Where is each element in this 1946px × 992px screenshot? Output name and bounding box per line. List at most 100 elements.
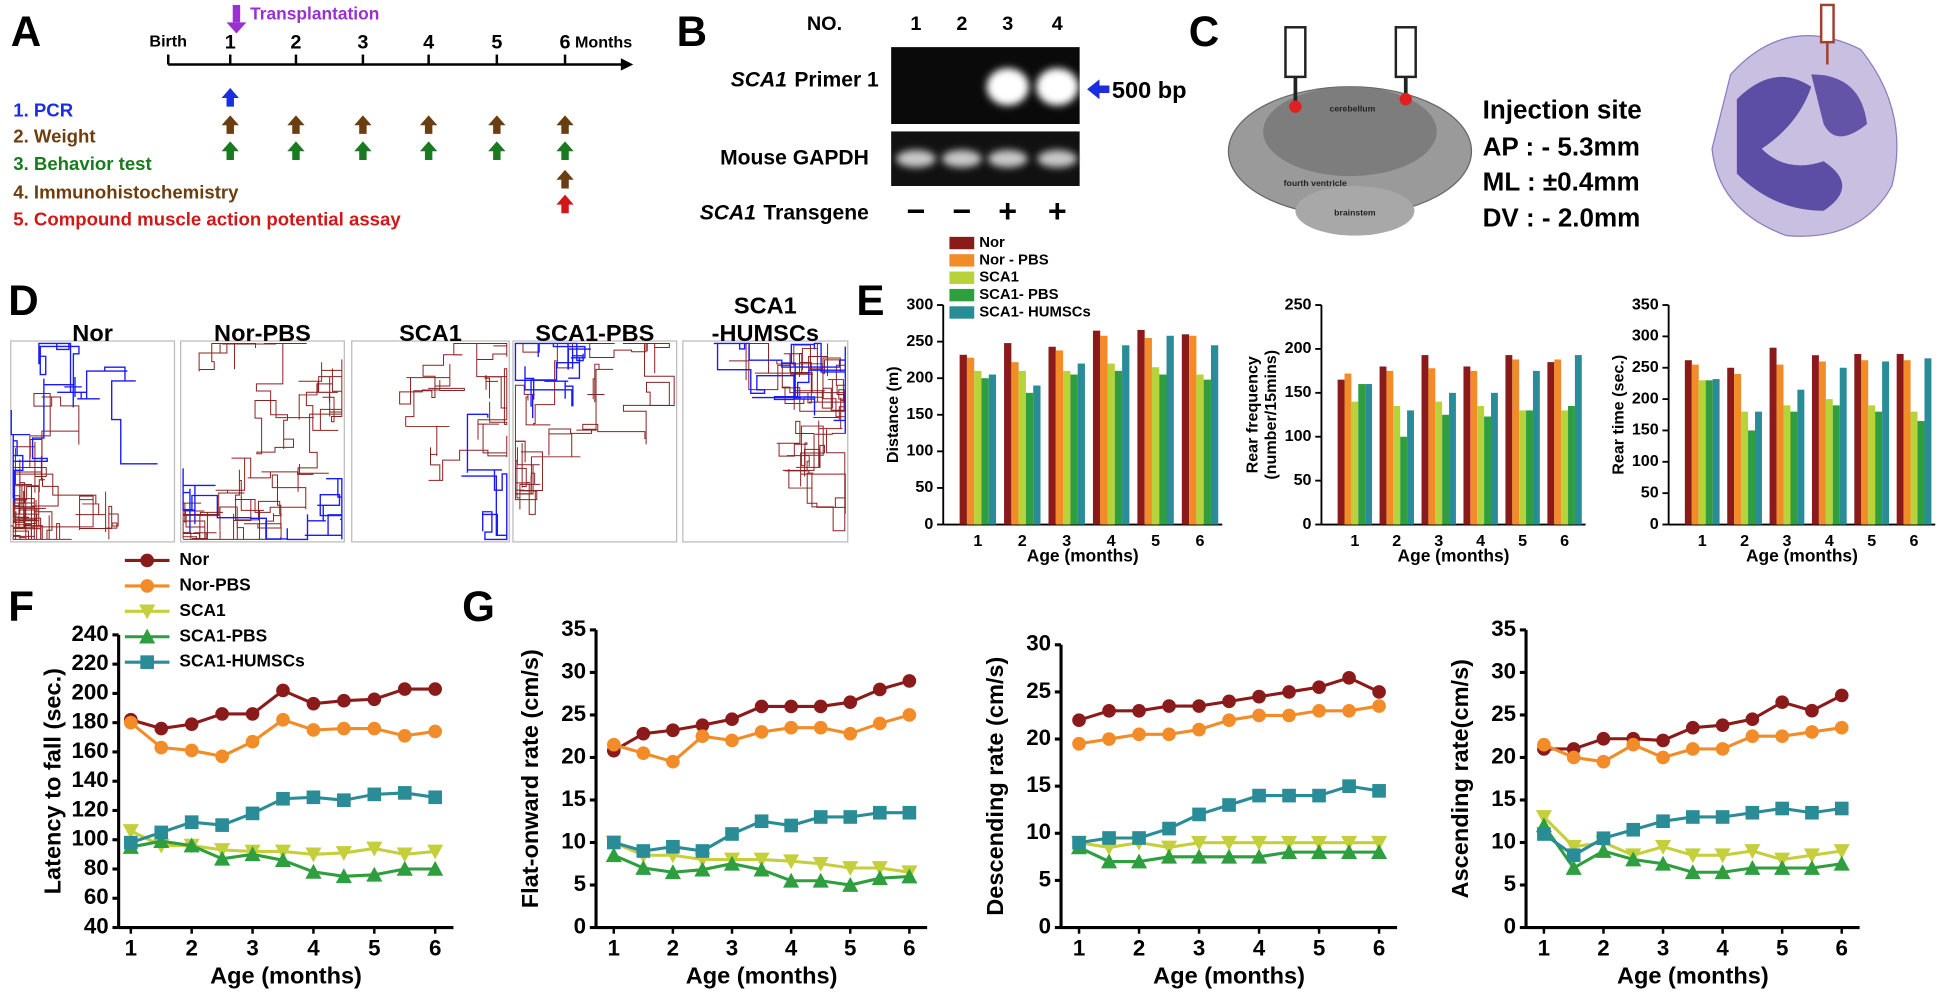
timeline-month: 4 [423,32,434,54]
gel-header: NO. [807,13,842,35]
y-tick-label: 50 [1641,483,1659,501]
marker [812,872,829,888]
marker [1686,720,1700,735]
y-axis-label: (number/15mins) [1262,350,1280,480]
primer-label-text: Primer 1 [794,68,879,91]
marker [1252,788,1266,803]
bar [1063,370,1071,525]
marker [635,859,652,875]
marker [366,841,383,857]
marker [337,721,351,736]
marker [305,847,322,863]
legend-swatch [949,254,975,267]
bar [1547,362,1555,525]
marker [754,814,769,829]
bar [1477,406,1485,525]
y-tick-label: 100 [906,442,933,460]
injection-coord: AP : - 5.3mm [1483,132,1640,162]
legend-marker [139,628,156,644]
marker [1686,742,1700,756]
x-tick-label: 5 [1776,936,1788,961]
y-tick-label: 220 [71,650,108,675]
legend-label: SCA1- HUMSCs [979,304,1091,320]
x-tick-label: 6 [1373,936,1385,961]
legend-swatch [949,271,975,284]
bar [1077,363,1085,525]
marker [1312,788,1326,803]
marker [123,835,138,850]
marker [871,870,888,886]
x-tick-label: 2 [1018,532,1027,550]
marker [1595,842,1612,858]
bar [1526,410,1533,525]
x-tick-label: 3 [1434,532,1443,550]
marker [636,746,651,761]
marker [1745,805,1760,820]
y-tick-label: 25 [1026,678,1051,703]
marker [335,868,352,884]
marker [1596,731,1611,746]
panel-label: E [856,277,884,324]
x-tick-label: 6 [1560,532,1569,550]
bar [1092,330,1101,525]
bar [1421,355,1429,525]
marker [367,787,382,802]
bar [1776,364,1784,525]
marker [1833,855,1850,871]
marker [215,707,229,721]
marker [1222,694,1236,709]
y-tick-label: 15 [561,786,586,811]
bar [1825,399,1833,525]
bar [1407,410,1414,525]
marker [842,861,859,877]
marker [1654,855,1672,871]
bar [1712,379,1720,525]
bar [1811,355,1819,525]
marker [245,707,260,721]
bar [1832,405,1840,525]
y-tick-label: 10 [1026,819,1051,844]
y-tick-label: 150 [906,405,933,423]
bar [1861,360,1869,525]
y-tick-label: 30 [561,658,586,683]
bar [1684,360,1692,525]
bar [1114,370,1123,525]
marker [428,682,442,696]
marker [1160,848,1178,864]
y-tick-label: 0 [1650,515,1659,533]
x-tick-label: 2 [1392,532,1401,550]
marker [784,720,798,735]
marker [1596,754,1611,769]
bar [1048,346,1056,525]
marker [337,793,351,808]
bar [1783,405,1791,525]
series-line [1078,784,1380,845]
marker [245,806,260,821]
bar [1568,406,1575,525]
marker [1714,864,1731,880]
marker [1715,742,1730,756]
y-tick-label: 10 [561,828,586,853]
marker [666,839,680,854]
y-tick-label: 250 [1285,295,1312,313]
timeline-event: Transplantation [250,3,379,23]
marker [1312,703,1326,718]
y-tick-label: 300 [906,295,933,313]
x-tick-label: 1 [1698,532,1707,550]
marker [813,810,828,824]
bar [1561,410,1569,525]
marker [1282,685,1296,699]
marker [1566,750,1581,765]
track [713,342,846,434]
y-axis-label: Rear frequency [1244,356,1262,473]
marker [784,818,798,833]
x-tick-label: 4 [1107,532,1116,550]
marker [695,844,710,858]
legend-marker [140,579,154,593]
marker [1311,835,1328,851]
y-tick-label: 5 [1504,871,1516,896]
timeline-start: Birth [149,32,187,50]
marker [1371,844,1388,859]
legend-swatch [949,306,975,319]
